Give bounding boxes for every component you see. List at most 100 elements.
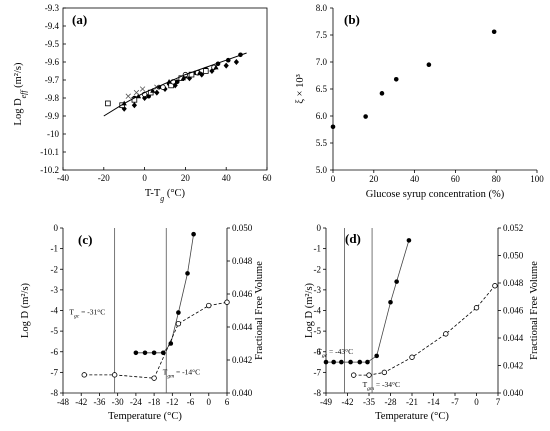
panel-c-logd-line bbox=[135, 234, 194, 354]
panel-a-xaxis-title: T-Tg (°C) bbox=[145, 188, 186, 203]
panel-a-point-filled-triangle bbox=[180, 75, 186, 81]
panel-d-xtick-label: -28 bbox=[385, 397, 397, 407]
panel-c-ytick-label: 0 bbox=[54, 223, 59, 233]
panel-a-point-filled-triangle bbox=[213, 64, 219, 70]
panel-d-ytick-label: -5 bbox=[314, 326, 322, 336]
panel-c-y2axis-title: Fractional Free Volume bbox=[254, 261, 265, 360]
panel-d-y2tick-label: 0.042 bbox=[503, 361, 523, 371]
panel-a-ytick-label: -9.4 bbox=[45, 21, 60, 31]
panel-c-annotation: Tgm = -14°C bbox=[163, 367, 200, 379]
panel-d-ffv-point bbox=[443, 331, 449, 337]
panel-c-xtick-label: -18 bbox=[148, 397, 160, 407]
panel-a-point-filled-diamond bbox=[223, 62, 229, 69]
panel-a-point-filled-diamond bbox=[233, 59, 239, 65]
panel-c-y2tick-label: 0.048 bbox=[232, 256, 253, 266]
panel-a-point-open-square bbox=[105, 100, 111, 107]
panel-c-annotation: Tgc = -31°C bbox=[69, 308, 105, 320]
panel-d-logd-point bbox=[357, 359, 363, 365]
panel-b-ytick-label: 7.0 bbox=[316, 57, 328, 67]
panel-a-point-filled-triangle bbox=[197, 70, 203, 75]
panel-d-ffv-point bbox=[381, 369, 388, 376]
panel-d-y2tick-label: 0.044 bbox=[503, 333, 524, 343]
panel-a-xtick-label: 60 bbox=[263, 173, 273, 183]
panel-c-xtick-label: -24 bbox=[130, 397, 142, 407]
panel-c-ytick-label: -4 bbox=[51, 306, 59, 316]
panel-c-ytick-label: -3 bbox=[51, 285, 59, 295]
panel-c-logd-point bbox=[176, 310, 181, 315]
panel-d-logd-point bbox=[388, 299, 393, 305]
panel-d-ffv-line bbox=[353, 285, 496, 376]
panel-b-point bbox=[330, 124, 336, 130]
panel-a-label: (a) bbox=[72, 12, 87, 27]
panel-c-xtick-label: -42 bbox=[75, 397, 87, 407]
panel-d-y2tick-label: 0.050 bbox=[503, 251, 524, 261]
panel-c-y2tick-label: 0.046 bbox=[232, 289, 253, 299]
panel-d-ytick-label: -4 bbox=[314, 306, 322, 316]
panel-b-point bbox=[379, 91, 385, 96]
panel-c-label: (c) bbox=[78, 232, 92, 247]
panel-d-ytick-label: -8 bbox=[314, 388, 322, 398]
panel-c-ffv-point bbox=[206, 302, 212, 309]
panel-c-xtick-label: -12 bbox=[166, 397, 178, 407]
panel-b-xtick-label: 0 bbox=[331, 174, 336, 184]
panel-d-logd-point bbox=[331, 359, 336, 365]
panel-d-label: (d) bbox=[345, 231, 361, 246]
panel-b-ytick-label: 5.5 bbox=[316, 138, 328, 148]
panel-b-ytick-label: 7.5 bbox=[316, 30, 328, 40]
panel-a-point-filled-triangle bbox=[150, 88, 156, 93]
panel-c-ytick-label: -7 bbox=[51, 367, 59, 377]
panel-d-logd-point bbox=[339, 359, 344, 365]
panel-a-ytick-label: -10 bbox=[47, 129, 59, 139]
panel-a-ytick-label: -9.3 bbox=[45, 3, 60, 13]
panel-d-ffv-point bbox=[366, 372, 372, 378]
panel-c-xtick-label: -30 bbox=[112, 397, 124, 407]
panel-d-y2tick-label: 0.052 bbox=[503, 223, 523, 233]
panel-d-logd-point bbox=[406, 238, 412, 243]
panel-d-y2tick-label: 0.040 bbox=[503, 388, 524, 398]
panel-c-ytick-label: -1 bbox=[51, 244, 59, 254]
panel-a-point-filled-circle bbox=[174, 79, 180, 85]
panel-d-annotation: Tgm = -34°C bbox=[363, 380, 400, 392]
panel-d-ytick-label: -6 bbox=[314, 347, 322, 357]
panel-b-xtick-label: 100 bbox=[530, 174, 544, 184]
panel-c-xtick-label: -36 bbox=[93, 397, 105, 407]
panel-a-xtick-label: -20 bbox=[98, 173, 110, 183]
panel-a-ytick-label: -10.2 bbox=[40, 165, 59, 175]
panel-d-y2axis-title: Fractional Free Volume bbox=[529, 261, 540, 360]
panel-c-logd-point bbox=[133, 350, 139, 356]
panel-c-logd-point bbox=[142, 350, 148, 356]
panel-c-ffv-point bbox=[224, 299, 230, 305]
panel-d-logd-point bbox=[365, 359, 370, 365]
panel-a-frame bbox=[62, 7, 268, 171]
panel-c-ytick-label: -6 bbox=[51, 347, 59, 357]
panel-a-ytick-label: -10.1 bbox=[40, 147, 59, 157]
panel-c-logd-point bbox=[151, 350, 157, 356]
panel-c-yaxis-title: Log D (m²/s) bbox=[20, 282, 31, 338]
panel-d-y2tick-label: 0.046 bbox=[503, 306, 524, 316]
panel-d-y2tick-label: 0.048 bbox=[503, 278, 524, 288]
panel-a-ytick-label: -9.9 bbox=[45, 111, 60, 121]
panel-a-fit-line bbox=[103, 52, 247, 117]
panel-a-point-filled-diamond bbox=[131, 102, 137, 109]
panel-c-ytick-label: -2 bbox=[51, 264, 59, 274]
panel-c-xtick-label: 0 bbox=[207, 397, 212, 407]
panel-b-ytick-label: 6.0 bbox=[316, 111, 328, 121]
panel-c-y2tick-label: 0.050 bbox=[232, 223, 253, 233]
panel-d-xtick-label: 0 bbox=[474, 397, 479, 407]
panel-d-annotation: Tgc = -43°C bbox=[317, 347, 353, 359]
panel-c-logd-point bbox=[168, 341, 174, 346]
panel-d-xtick-label: 7 bbox=[496, 397, 501, 407]
panel-b-ytick-label: 5.0 bbox=[316, 165, 328, 175]
panel-c-ffv-line bbox=[84, 301, 228, 379]
panel-d-ffv-point bbox=[350, 372, 357, 378]
panel-b-xtick-label: 80 bbox=[492, 174, 502, 184]
panel-a-ytick-label: -9.6 bbox=[45, 57, 60, 67]
panel-c-xaxis-title: Temperature (°C) bbox=[108, 411, 182, 422]
panel-b-yaxis-title: ξ × 10³ bbox=[295, 74, 306, 104]
panel-a-xtick-label: 40 bbox=[222, 173, 232, 183]
panel-a-xtick-label: -40 bbox=[57, 173, 69, 183]
panel-d-xtick-label: -49 bbox=[320, 397, 332, 407]
panel-c-logd-point bbox=[185, 271, 190, 276]
panel-d-logd-point bbox=[374, 353, 379, 359]
panel-c-y2tick-label: 0.040 bbox=[232, 388, 253, 398]
